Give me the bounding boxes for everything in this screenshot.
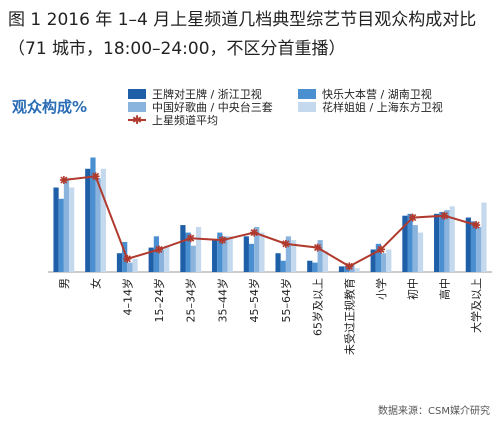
bar <box>354 268 360 272</box>
bar <box>417 232 424 272</box>
bar <box>185 232 191 272</box>
bar <box>195 226 202 272</box>
bar <box>95 178 101 272</box>
legend-label: 花样姐姐 / 上海东方卫视 <box>322 100 443 114</box>
legend-swatch <box>128 89 146 99</box>
bar <box>90 157 96 272</box>
bar <box>280 260 286 272</box>
x-tick-label: 大学及以上 <box>469 278 483 333</box>
bar <box>148 247 154 272</box>
x-tick-label: 小学 <box>374 278 388 300</box>
bar <box>180 225 186 272</box>
y-axis-label: 观众构成% <box>12 98 87 116</box>
avg-marker <box>218 236 227 245</box>
bar <box>465 217 471 272</box>
avg-marker <box>155 245 163 254</box>
bar <box>248 243 255 272</box>
legend-swatch <box>128 102 146 112</box>
avg-marker <box>377 245 385 254</box>
avg-marker <box>472 221 481 230</box>
x-tick-label: 男 <box>58 278 71 289</box>
bar <box>63 178 70 272</box>
avg-marker <box>281 239 290 248</box>
bar <box>312 262 318 272</box>
bar <box>190 245 196 272</box>
avg-marker <box>91 172 100 181</box>
avg-marker <box>345 262 354 271</box>
x-tick-label: 65岁及以上 <box>311 278 325 336</box>
bar <box>254 226 260 272</box>
legend-marker: ✱ <box>132 113 142 127</box>
avg-marker <box>250 228 259 237</box>
bar <box>285 236 292 272</box>
bar <box>127 262 133 272</box>
bar <box>243 236 249 272</box>
bar <box>476 226 482 272</box>
bar <box>338 266 345 272</box>
legend-swatch <box>298 102 316 112</box>
x-tick-label: 45–54岁 <box>247 278 261 323</box>
bar <box>317 240 323 272</box>
bar <box>227 236 233 272</box>
source-note: 数据来源：CSM媒介研究 <box>378 404 490 417</box>
legend-label: 快乐大本营 / 湖南卫视 <box>322 87 432 101</box>
bar <box>470 221 477 272</box>
legend-label: 王牌对王牌 / 浙江卫视 <box>152 87 262 101</box>
bar <box>69 187 75 272</box>
bar <box>212 240 218 272</box>
bar <box>85 168 91 272</box>
bar <box>449 206 455 272</box>
avg-marker <box>59 176 68 185</box>
bar <box>412 225 418 272</box>
bar <box>100 168 106 272</box>
avg-marker <box>123 254 132 263</box>
x-tick-label: 4–14岁 <box>120 278 134 316</box>
x-tick-label: 初中 <box>406 278 420 300</box>
bar <box>222 236 228 272</box>
x-tick-label: 未受过正规教育 <box>342 278 356 355</box>
x-tick-label: 15–24岁 <box>152 278 166 323</box>
bar <box>275 253 281 272</box>
x-tick-label: 55–64岁 <box>279 278 293 323</box>
bar <box>164 245 170 272</box>
x-tick-label: 35–44岁 <box>215 278 229 323</box>
avg-marker <box>440 211 449 220</box>
legend-label: 中国好歌曲 / 中央台三套 <box>152 100 273 114</box>
bar <box>217 232 223 272</box>
x-tick-label: 高中 <box>437 278 451 300</box>
x-tick-label: 女 <box>89 278 103 289</box>
bar <box>132 258 138 272</box>
bar <box>259 232 265 272</box>
x-tick-label: 25–34岁 <box>184 278 198 323</box>
bar <box>381 253 387 272</box>
bar <box>407 213 413 272</box>
avg-marker <box>186 234 195 243</box>
bar <box>291 240 297 272</box>
bar <box>386 249 392 272</box>
legend-label: 上星频道平均 <box>152 113 218 127</box>
bar <box>322 251 328 272</box>
legend-swatch <box>298 89 316 99</box>
bar <box>444 210 450 272</box>
bar <box>481 202 487 272</box>
bar <box>402 215 408 272</box>
bar <box>370 249 376 272</box>
bar <box>58 198 64 272</box>
avg-marker <box>408 213 417 222</box>
chart-title: 图 1 2016 年 1–4 月上星频道几档典型综艺节目观众构成对比（71 城市… <box>8 10 477 59</box>
bar <box>116 253 123 272</box>
avg-line <box>63 175 477 268</box>
bar <box>153 236 159 272</box>
bar <box>434 213 440 272</box>
bar <box>439 211 445 272</box>
avg-marker <box>313 243 322 252</box>
bar <box>307 260 313 272</box>
bar <box>159 249 165 272</box>
bar <box>53 187 59 272</box>
bar <box>375 243 381 272</box>
